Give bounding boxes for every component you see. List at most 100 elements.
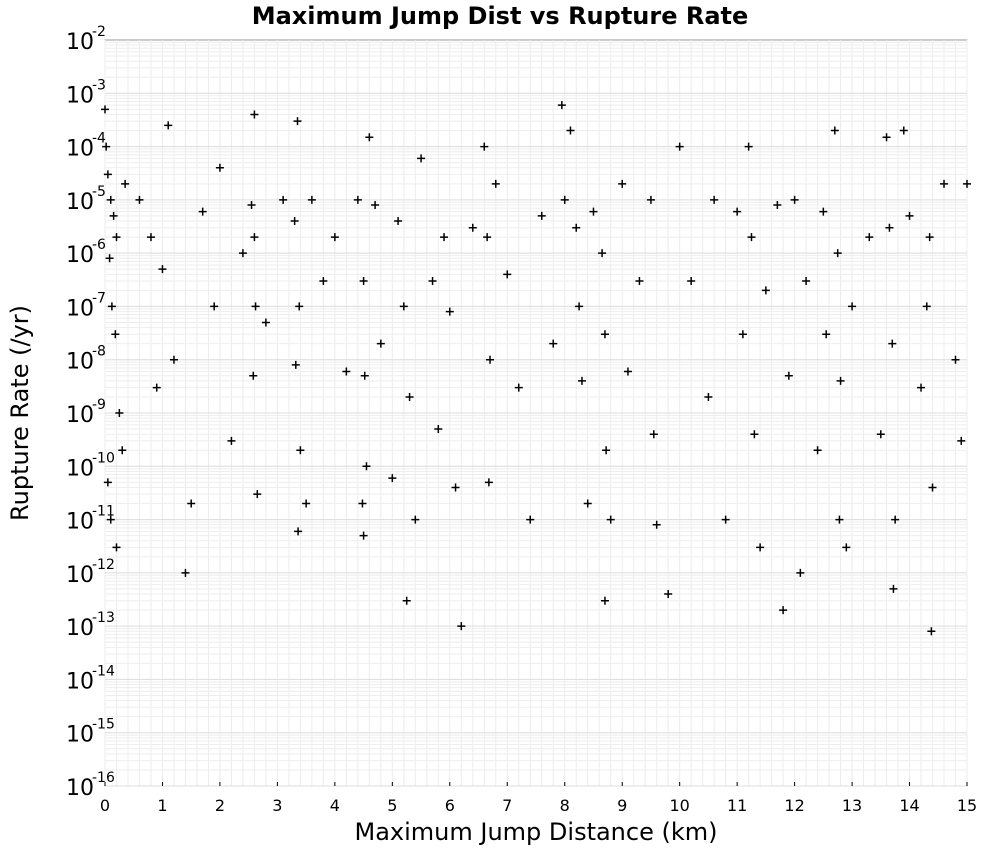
data-point	[115, 409, 124, 417]
data-point	[371, 201, 380, 210]
data-point	[399, 302, 408, 311]
y-tick-label: 10	[66, 723, 94, 748]
y-tick-label: 10	[66, 776, 94, 801]
y-tick-exponent: -15	[92, 717, 115, 733]
y-tick-exponent: -12	[92, 557, 115, 573]
data-point	[227, 436, 236, 445]
y-tick-exponent: -8	[92, 344, 106, 360]
data-point	[917, 383, 926, 392]
data-point	[210, 302, 219, 311]
y-tick-exponent: -13	[92, 610, 115, 626]
data-point	[388, 474, 397, 483]
y-tick-label: 10	[66, 563, 94, 588]
x-tick-label: 5	[387, 796, 397, 815]
data-point	[848, 302, 857, 311]
chart-title: Maximum Jump Dist vs Rupture Rate	[252, 2, 749, 30]
x-tick-label: 8	[560, 796, 570, 815]
data-point	[704, 392, 713, 401]
y-tick-label: 10	[66, 510, 94, 535]
data-point	[107, 302, 116, 311]
data-point	[738, 330, 747, 339]
data-point	[105, 254, 114, 263]
data-point	[290, 217, 299, 226]
data-point	[649, 430, 658, 439]
data-point	[445, 307, 454, 316]
data-point	[927, 627, 936, 636]
x-tick-label: 2	[215, 796, 225, 815]
y-tick-exponent: -14	[92, 663, 115, 679]
data-point	[296, 446, 305, 455]
data-point	[101, 105, 109, 114]
data-point	[106, 195, 115, 204]
data-point	[480, 142, 489, 151]
x-tick-label: 0	[100, 796, 110, 815]
data-point	[302, 499, 311, 508]
data-point	[761, 286, 770, 295]
data-point	[575, 302, 584, 311]
data-point	[784, 371, 793, 380]
data-point	[440, 233, 449, 242]
data-point	[577, 376, 586, 385]
data-point	[744, 142, 753, 151]
data-point	[279, 195, 288, 204]
data-point	[583, 499, 592, 508]
data-point	[710, 195, 719, 204]
data-point	[796, 568, 805, 577]
data-point	[835, 515, 844, 524]
data-point	[376, 339, 385, 348]
y-tick-label: 10	[66, 456, 94, 481]
data-point	[106, 515, 115, 524]
data-point	[169, 355, 178, 364]
y-tick-label: 10	[66, 403, 94, 428]
data-point	[865, 233, 874, 242]
data-point	[598, 249, 607, 258]
data-point	[181, 568, 190, 577]
data-point	[121, 179, 130, 188]
data-point	[652, 520, 661, 529]
y-tick-exponent: -3	[92, 77, 106, 93]
data-point	[646, 195, 655, 204]
data-point	[187, 499, 196, 508]
y-axis-label: Rupture Rate (/yr)	[6, 305, 34, 521]
data-point	[359, 531, 368, 540]
data-point	[164, 121, 173, 130]
data-point	[503, 270, 512, 279]
data-point	[833, 249, 842, 258]
data-point	[572, 223, 581, 232]
data-point	[484, 478, 493, 487]
data-point	[112, 543, 121, 552]
data-point	[819, 207, 828, 216]
y-tick-exponent: -10	[92, 450, 115, 466]
x-tick-label: 7	[502, 796, 512, 815]
data-point	[251, 302, 260, 311]
data-point	[294, 527, 303, 536]
data-point	[353, 195, 362, 204]
data-point	[928, 483, 937, 492]
data-point	[198, 207, 207, 216]
data-point	[606, 515, 615, 524]
data-point	[394, 217, 403, 226]
data-point	[876, 430, 885, 439]
data-point	[957, 436, 966, 445]
data-point	[721, 515, 730, 524]
x-tick-label: 1	[157, 796, 167, 815]
data-point	[951, 355, 960, 364]
y-tick-exponent: -6	[92, 237, 106, 253]
data-point	[359, 277, 368, 286]
y-tick-exponent: -9	[92, 397, 106, 413]
data-point	[261, 318, 270, 327]
data-point	[405, 392, 414, 401]
y-tick-exponent: -11	[92, 504, 115, 520]
data-point	[836, 376, 845, 385]
data-point	[247, 201, 256, 210]
grid-lines	[104, 40, 968, 787]
data-point	[417, 154, 426, 163]
data-point	[102, 142, 111, 151]
x-tick-label: 3	[272, 796, 282, 815]
data-point	[526, 515, 535, 524]
data-point	[889, 584, 898, 593]
data-point	[319, 277, 328, 286]
data-point	[249, 371, 258, 380]
data-point	[330, 233, 339, 242]
